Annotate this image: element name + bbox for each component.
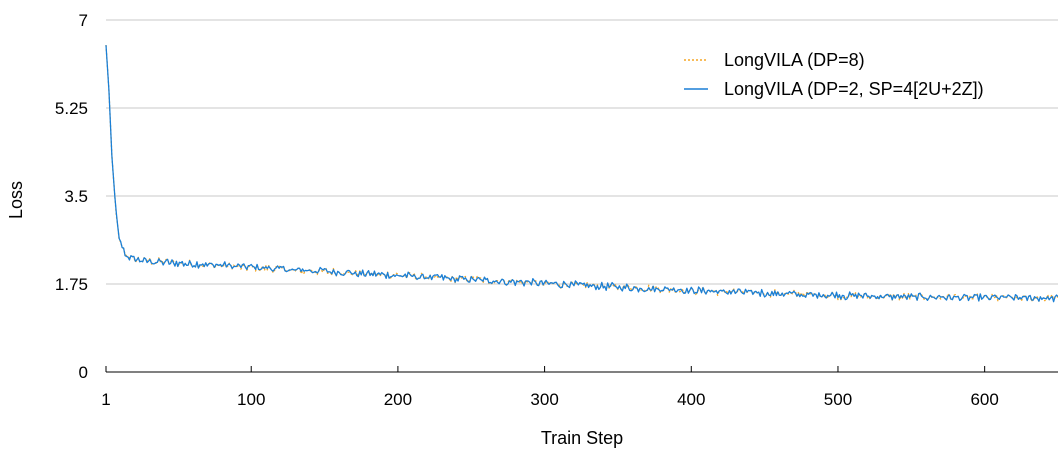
series-line-dp2-sp4 bbox=[105, 45, 1058, 303]
y-tick-label: 3.5 bbox=[64, 187, 88, 206]
x-tick-label: 100 bbox=[237, 390, 265, 409]
x-tick-label: 200 bbox=[384, 390, 412, 409]
x-tick-label: 600 bbox=[970, 390, 998, 409]
y-tick-label: 7 bbox=[79, 11, 88, 30]
x-tick-label: 400 bbox=[677, 390, 705, 409]
x-tick-label: 300 bbox=[530, 390, 558, 409]
grid-layer bbox=[106, 19, 1058, 285]
x-tick-label: 1 bbox=[101, 390, 110, 409]
legend-label-dp8: LongVILA (DP=8) bbox=[724, 50, 865, 70]
y-tick-label: 0 bbox=[79, 363, 88, 382]
label-layer: 0 1.75 3.5 5.25 7 1 100 200 300 400 500 600 bbox=[55, 11, 999, 409]
x-axis-title: Train Step bbox=[541, 428, 623, 448]
legend-label-dp2-sp4: LongVILA (DP=2, SP=4[2U+2Z]) bbox=[724, 79, 984, 99]
y-tick-label: 1.75 bbox=[55, 275, 88, 294]
x-tick-label: 500 bbox=[824, 390, 852, 409]
axis-layer bbox=[105, 366, 1058, 373]
series-layer bbox=[105, 45, 1058, 303]
series-line-dp8 bbox=[105, 45, 1058, 303]
y-tick-label: 5.25 bbox=[55, 99, 88, 118]
legend: LongVILA (DP=8) LongVILA (DP=2, SP=4[2U+… bbox=[684, 50, 984, 99]
y-axis-title: Loss bbox=[6, 181, 26, 219]
